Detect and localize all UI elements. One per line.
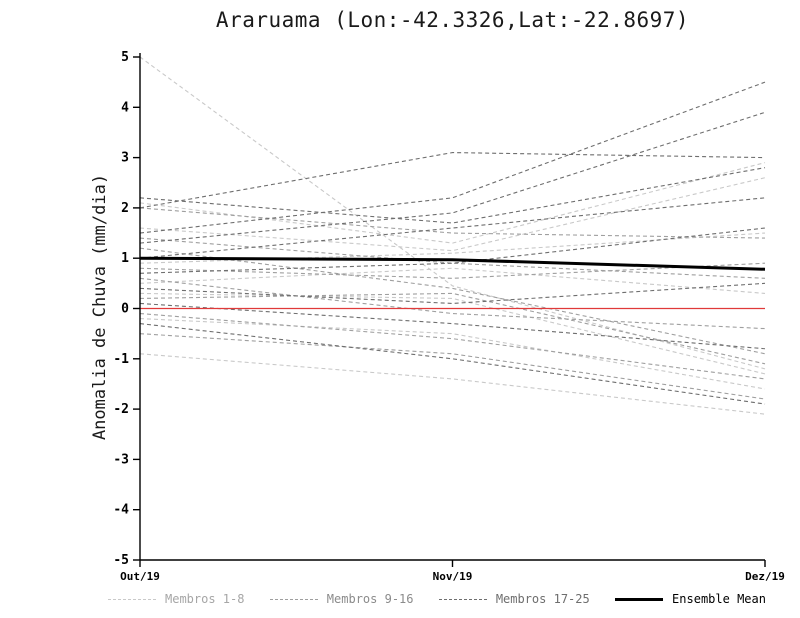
svg-text:Dez/19: Dez/19 — [745, 570, 785, 583]
svg-text:Nov/19: Nov/19 — [433, 570, 473, 583]
legend-label: Membros 17-25 — [495, 592, 590, 606]
dashed-line-sample-icon — [438, 598, 487, 600]
legend-label: Membros 9-16 — [326, 592, 414, 606]
legend-item-membros-9-16: Membros 9-16 — [269, 592, 414, 606]
svg-text:2: 2 — [121, 201, 129, 216]
legend-label: Ensemble Mean — [672, 592, 766, 606]
svg-text:-2: -2 — [113, 402, 129, 417]
svg-text:Out/19: Out/19 — [120, 570, 160, 583]
svg-text:4: 4 — [121, 100, 129, 115]
svg-text:1: 1 — [121, 251, 129, 266]
legend-item-membros-1-8: Membros 1-8 — [108, 592, 244, 606]
legend-item-membros-17-25: Membros 17-25 — [438, 592, 590, 606]
svg-text:-4: -4 — [113, 503, 129, 518]
svg-text:-3: -3 — [113, 452, 129, 467]
chart-title: Araruama (Lon:-42.3326,Lat:-22.8697) — [215, 8, 690, 32]
dashed-line-sample-icon — [269, 598, 318, 600]
svg-text:5: 5 — [121, 50, 129, 65]
solid-line-sample-icon — [615, 597, 664, 601]
svg-text:-5: -5 — [113, 553, 129, 568]
svg-text:3: 3 — [121, 151, 129, 166]
legend-item-ensemble-mean: Ensemble Mean — [615, 592, 766, 606]
svg-text:0: 0 — [121, 302, 129, 317]
chart-legend: Membros 1-8 Membros 9-16 Membros 17-25 E… — [108, 592, 766, 606]
legend-label: Membros 1-8 — [165, 592, 245, 606]
dashed-line-sample-icon — [108, 598, 156, 600]
svg-text:-1: -1 — [113, 352, 129, 367]
